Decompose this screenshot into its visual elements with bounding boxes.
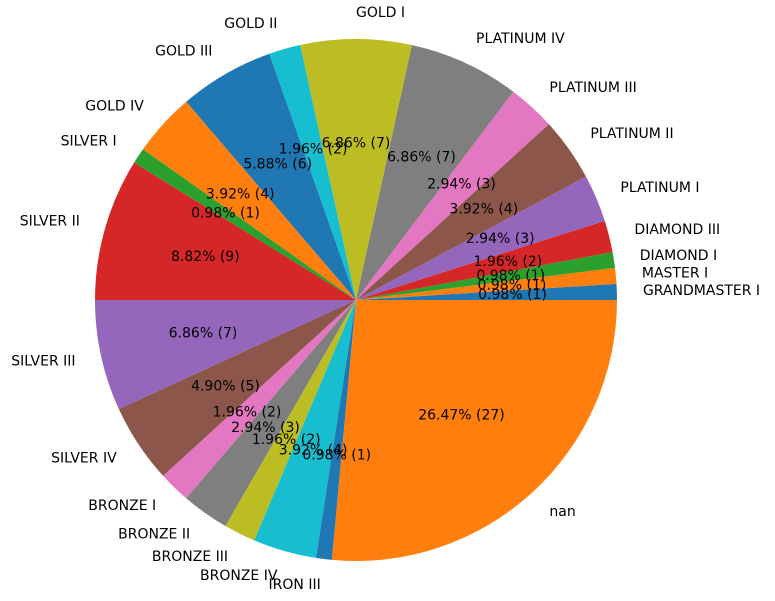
category-label-silver-iii: SILVER III: [11, 353, 75, 369]
category-label-bronze-iv: BRONZE IV: [200, 568, 278, 584]
pct-label-platinum-ii: 3.92% (4): [449, 202, 518, 218]
pie-slice-platinum-ii: [356, 124, 586, 300]
pct-label-silver-ii: 8.82% (9): [171, 249, 240, 265]
category-label-platinum-iv: PLATINUM IV: [476, 31, 565, 47]
pct-label-iron-iii: 0.98% (1): [302, 447, 371, 463]
pie-slice-gold-i: [300, 38, 412, 301]
pie-slice-gold-iii: [186, 53, 356, 301]
pct-label-silver-iii: 6.86% (7): [169, 326, 238, 342]
pie-slice-diamond-iii: [356, 220, 613, 300]
pct-label-platinum-i: 2.94% (3): [466, 231, 535, 247]
pie-slice-bronze-iii: [225, 300, 356, 541]
category-label-nan: nan: [549, 504, 575, 520]
category-label-platinum-iii: PLATINUM III: [549, 80, 636, 96]
pie-slice-grandmaster-i: [356, 283, 617, 300]
pie-slice-silver-ii: [95, 162, 356, 300]
pie-slices: [95, 38, 617, 562]
pct-label-bronze-iii: 1.96% (2): [252, 432, 321, 448]
category-label-gold-i: GOLD I: [356, 5, 405, 21]
pie-slice-gold-iv: [142, 101, 356, 300]
pct-label-gold-iv: 3.92% (4): [206, 187, 275, 203]
category-label-platinum-i: PLATINUM I: [620, 180, 699, 196]
pct-label-silver-iv: 4.90% (5): [191, 379, 260, 395]
category-label-gold-ii: GOLD II: [224, 16, 277, 32]
category-label-grandmaster-i: GRANDMASTER I: [643, 283, 760, 299]
category-label-iron-iii: IRON III: [269, 577, 321, 593]
pie-slice-silver-i: [134, 149, 356, 300]
category-label-silver-iv: SILVER IV: [51, 451, 117, 467]
pie-slice-silver-iv: [118, 300, 356, 476]
pie-slice-platinum-iii: [356, 91, 549, 300]
category-label-gold-iv: GOLD IV: [85, 99, 144, 115]
pct-label-diamond-i: 0.98% (1): [476, 268, 545, 284]
pie-slice-master-i: [356, 267, 617, 300]
pct-label-grandmaster-i: 0.98% (1): [478, 287, 547, 303]
pie-slice-nan: [331, 300, 617, 562]
pie-slice-bronze-i: [163, 300, 356, 499]
pie-slice-platinum-i: [356, 176, 605, 300]
category-label-silver-i: SILVER I: [61, 133, 117, 149]
pie-slice-silver-iii: [95, 300, 356, 410]
category-label-platinum-ii: PLATINUM II: [590, 126, 673, 142]
pct-label-silver-i: 0.98% (1): [191, 206, 260, 222]
pie-slice-gold-ii: [269, 45, 356, 300]
category-label-diamond-i: DIAMOND I: [640, 248, 717, 264]
pct-label-platinum-iii: 2.94% (3): [427, 176, 496, 192]
category-label-bronze-i: BRONZE I: [88, 498, 156, 514]
pct-label-bronze-iv: 3.92% (4): [279, 443, 348, 459]
pct-label-nan: 26.47% (27): [418, 408, 505, 424]
category-label-bronze-iii: BRONZE III: [152, 549, 228, 565]
pct-label-bronze-ii: 2.94% (3): [231, 420, 300, 436]
category-label-gold-iii: GOLD III: [155, 43, 212, 59]
pie-percent-labels: 0.98% (1)0.98% (1)0.98% (1)1.96% (2)2.94…: [169, 135, 547, 463]
category-label-bronze-ii: BRONZE II: [118, 526, 190, 542]
pie-slice-platinum-iv: [356, 45, 514, 300]
category-label-master-i: MASTER I: [642, 266, 708, 282]
pct-label-master-i: 0.98% (1): [478, 278, 547, 294]
pct-label-gold-iii: 5.88% (6): [243, 156, 312, 172]
category-label-diamond-iii: DIAMOND III: [634, 222, 720, 238]
pie-slice-bronze-iv: [254, 300, 356, 558]
pct-label-gold-ii: 1.96% (2): [279, 141, 348, 157]
pie-slice-iron-iii: [315, 300, 356, 560]
pct-label-platinum-iv: 6.86% (7): [387, 150, 456, 166]
pct-label-bronze-i: 1.96% (2): [213, 404, 282, 420]
pie-slice-bronze-ii: [186, 300, 356, 527]
pct-label-diamond-iii: 1.96% (2): [473, 254, 542, 270]
pie-slice-diamond-i: [356, 252, 616, 300]
category-label-silver-ii: SILVER II: [20, 213, 80, 229]
pct-label-gold-i: 6.86% (7): [322, 135, 391, 151]
